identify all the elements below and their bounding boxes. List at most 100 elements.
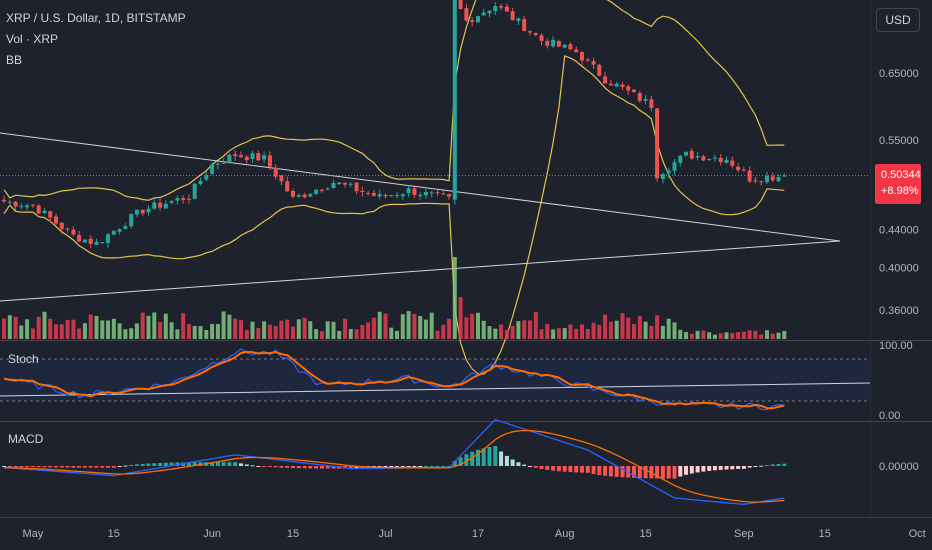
- volume-bar: [707, 332, 712, 339]
- macd-histogram-bar: [163, 462, 168, 466]
- macd-histogram-bar: [117, 466, 122, 467]
- volume-bar: [632, 323, 636, 339]
- candle-body: [712, 157, 717, 159]
- candle-body: [366, 192, 371, 194]
- macd-histogram-bar: [435, 465, 440, 467]
- volume-bar: [239, 320, 243, 339]
- volume-bar: [678, 329, 683, 339]
- last-price-tag: 0.50344 +8.98%: [875, 164, 921, 204]
- macd-histogram-bar: [510, 459, 515, 466]
- volume-bar: [7, 315, 12, 339]
- candle-body: [204, 174, 209, 180]
- macd-histogram-bar: [262, 466, 267, 467]
- candle-body: [620, 84, 625, 87]
- macd-histogram-bar: [522, 464, 527, 466]
- macd-histogram-bar: [123, 465, 128, 467]
- volume-bar: [447, 318, 452, 339]
- price-axis-label: 0.36000: [879, 305, 919, 317]
- candle-body: [256, 153, 261, 161]
- volume-bar: [516, 321, 521, 339]
- candle-body: [319, 189, 324, 191]
- macd-histogram-bar: [678, 466, 683, 477]
- time-axis-label: Sep: [734, 528, 754, 540]
- macd-histogram-bar: [776, 464, 781, 466]
- volume-bar: [13, 316, 18, 339]
- time-axis-label: 15: [819, 528, 831, 540]
- volume-bar: [481, 320, 486, 339]
- volume-bar: [741, 331, 746, 339]
- macd-histogram-bar: [441, 465, 446, 467]
- bollinger-legend: BB: [6, 53, 23, 67]
- macd-histogram-bar: [308, 466, 313, 469]
- macd-histogram-bar: [741, 466, 746, 469]
- macd-histogram-bar: [724, 466, 729, 470]
- candle-body: [325, 188, 330, 190]
- macd-histogram-bar: [603, 466, 608, 476]
- macd-histogram-bar: [134, 464, 139, 466]
- macd-histogram-bar: [400, 466, 405, 467]
- volume-bar: [42, 311, 47, 339]
- macd-histogram-bar: [192, 462, 197, 466]
- volume-bar: [348, 329, 353, 339]
- macd-histogram-bar: [493, 446, 498, 466]
- volume-bar: [724, 332, 729, 339]
- candle-body: [522, 19, 527, 32]
- candle-body: [337, 182, 342, 185]
- candle-body: [331, 183, 336, 188]
- candle-body: [198, 180, 203, 184]
- volume-bar: [77, 328, 82, 339]
- macd-histogram-bar: [429, 465, 434, 467]
- candle-body: [626, 86, 631, 91]
- candle-body: [649, 99, 654, 108]
- volume-bar: [134, 323, 139, 339]
- volume-bar: [695, 330, 700, 339]
- volume-bar: [458, 297, 463, 339]
- volume-bar: [244, 329, 249, 339]
- macd-histogram-bar: [499, 451, 504, 466]
- volume-bar: [574, 328, 579, 339]
- stoch-trendline: [0, 382, 871, 397]
- volume-bar: [406, 311, 411, 339]
- macd-histogram-bar: [215, 462, 220, 466]
- macd-histogram-bar: [695, 466, 700, 473]
- macd-histogram-bar: [267, 466, 272, 467]
- volume-bar: [198, 326, 203, 339]
- macd-histogram-bar: [331, 466, 336, 469]
- volume-bar: [377, 311, 382, 339]
- currency-button[interactable]: USD: [876, 8, 920, 32]
- macd-histogram-bar: [568, 466, 573, 473]
- price-axis-label: 0.40000: [879, 263, 919, 275]
- bollinger-lower-band: [3, 55, 785, 375]
- macd-histogram-bar: [470, 451, 475, 466]
- macd-axis-label: 0.00000: [879, 461, 919, 473]
- macd-histogram-bar: [585, 466, 590, 473]
- candle-body: [429, 192, 434, 194]
- volume-bar: [227, 314, 232, 339]
- volume-bar: [158, 322, 163, 339]
- volume-bar: [655, 315, 660, 339]
- macd-histogram-bar: [412, 466, 417, 467]
- macd-histogram-bar: [250, 465, 255, 467]
- candle-body: [7, 201, 12, 203]
- ascending-trendline: [0, 240, 841, 302]
- macd-histogram-bar: [71, 466, 76, 468]
- volume-bar: [487, 326, 492, 339]
- macd-histogram-bar: [620, 466, 625, 478]
- candle-body: [36, 205, 41, 214]
- macd-histogram-bar: [528, 466, 532, 467]
- macd-histogram-bar: [580, 466, 584, 473]
- volume-bar: [493, 328, 498, 339]
- last-price-value: 0.50344: [881, 169, 921, 181]
- candle-body: [360, 190, 365, 192]
- macd-histogram-bar: [129, 464, 134, 466]
- macd-histogram-bar: [354, 466, 359, 469]
- candle-body: [244, 156, 249, 161]
- volume-bar: [666, 318, 671, 339]
- candle-body: [637, 93, 642, 101]
- macd-histogram-bar: [406, 466, 411, 467]
- volume-bar: [65, 319, 70, 339]
- macd-histogram-bar: [562, 466, 567, 472]
- candle-body: [250, 153, 255, 159]
- volume-bar: [279, 320, 284, 339]
